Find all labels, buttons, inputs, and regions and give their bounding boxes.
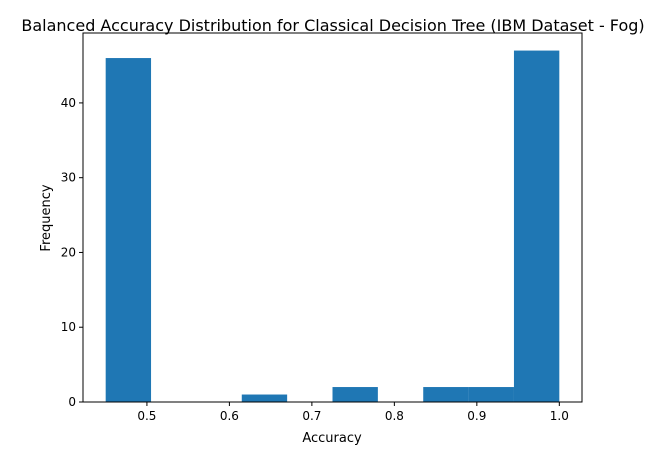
y-tick-label: 40 bbox=[61, 96, 76, 110]
x-tick-label: 0.6 bbox=[220, 409, 239, 423]
histogram-bar bbox=[468, 387, 514, 402]
chart-title: Balanced Accuracy Distribution for Class… bbox=[21, 16, 644, 35]
histogram-bar bbox=[105, 58, 152, 402]
x-tick-label: 0.8 bbox=[385, 409, 404, 423]
plot-frame bbox=[82, 32, 583, 403]
histogram-bar bbox=[423, 387, 469, 402]
bars-group bbox=[105, 50, 560, 402]
x-tick-label: 0.5 bbox=[137, 409, 156, 423]
histogram-bar bbox=[513, 50, 560, 402]
y-axis-label: Frequency bbox=[39, 184, 54, 251]
x-axis-label: Accuracy bbox=[302, 431, 362, 446]
x-tick-label: 1.0 bbox=[550, 409, 569, 423]
histogram-bar bbox=[241, 394, 288, 402]
x-tick-label: 0.7 bbox=[302, 409, 321, 423]
y-tick-label: 20 bbox=[61, 245, 76, 259]
y-tick-label: 0 bbox=[68, 395, 76, 409]
histogram-bar bbox=[332, 387, 378, 402]
y-axis-ticks: 0 10 20 30 40 bbox=[61, 96, 83, 409]
y-tick-label: 30 bbox=[61, 171, 76, 185]
x-axis-ticks: 0.5 0.6 0.7 0.8 0.9 1.0 bbox=[137, 402, 569, 423]
y-tick-label: 10 bbox=[61, 320, 76, 334]
x-tick-label: 0.9 bbox=[467, 409, 486, 423]
